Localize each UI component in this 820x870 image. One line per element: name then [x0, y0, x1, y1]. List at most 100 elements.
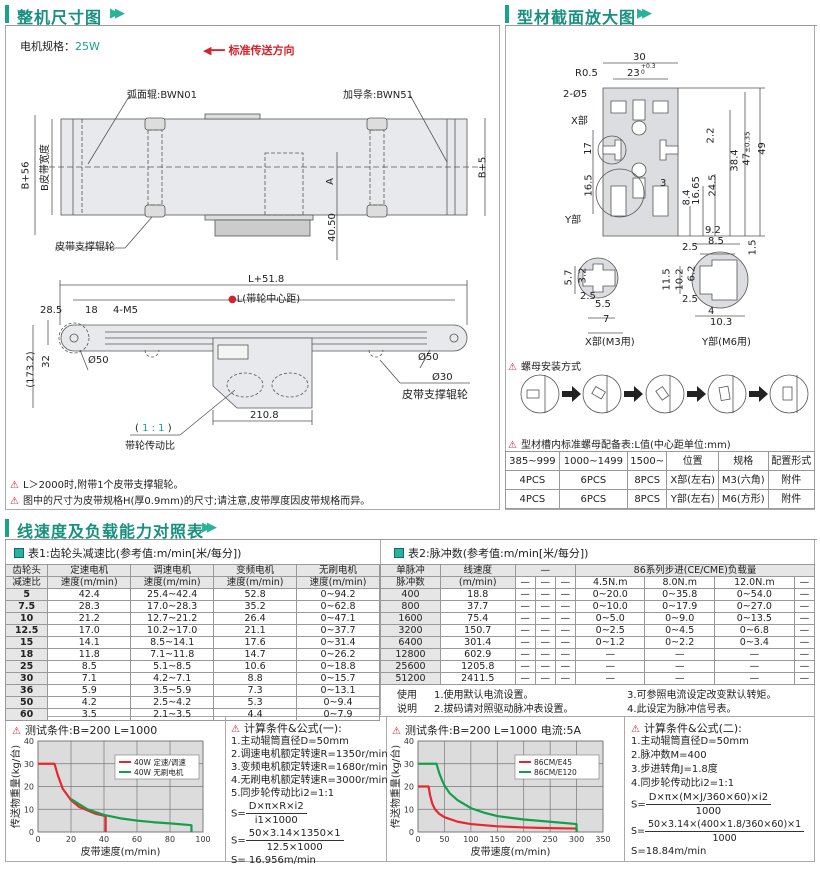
table-cell: — — [793, 588, 816, 601]
table-cell: 50 — [4, 696, 49, 709]
table-cell: 18 — [4, 648, 49, 661]
table-cell: 7.5 — [4, 600, 49, 613]
table-cell: 21.2 — [47, 612, 132, 625]
nut-table: 385~999 1000~1499 1500~ 位置 规格 配置形式 4PCS 6PCS 8PC… — [505, 451, 816, 509]
table-cell: 4.2~7.1 — [130, 672, 215, 685]
double-chevron-right-icon: ▶▶ — [637, 6, 652, 21]
series-line-2 — [418, 762, 578, 832]
table-cell: — — [514, 660, 536, 673]
table-cell: 4.4 — [213, 708, 298, 721]
table-cell: — — [514, 564, 576, 577]
table-cell: — — [574, 672, 646, 685]
table-cell: 0~20.0 — [574, 588, 646, 601]
table2-title-text: 表2:脉冲数(参考值:m/min[米/每分]) — [408, 547, 589, 560]
table-cell: — — [514, 624, 536, 637]
table-cell: 速度(m/min) — [213, 576, 298, 589]
x-tick-label: 40 — [99, 835, 109, 844]
table-icon — [14, 548, 24, 558]
table-cell: 17.0~28.3 — [130, 600, 215, 613]
pulley-ratio-label: 带轮传动比 — [125, 441, 175, 452]
nut-install-title: ⚠ 螺母安装方式 — [508, 358, 581, 373]
table-cell: 60 — [4, 708, 49, 721]
warning-icon: ⚠ — [10, 496, 19, 507]
warning-icon: ⚠ — [12, 726, 21, 737]
table-cell: 0~94.2 — [296, 588, 380, 601]
table-cell: — — [534, 576, 556, 589]
table-cell: — — [534, 672, 556, 685]
y-dim-10-3: 10.3 — [710, 317, 733, 328]
table-cell: 规格 — [718, 451, 769, 471]
table-row: 36 5.9 3.5~5.9 7.3 0~13.1 — [4, 684, 380, 697]
table-cell: 51200 — [380, 672, 441, 685]
legend-box — [514, 754, 600, 780]
table-cell: 位置 — [666, 451, 720, 471]
table-row: 7.5 28.3 17.0~28.3 35.2 0~62.8 — [4, 600, 380, 613]
d47: 47 — [741, 152, 753, 166]
denominator: 12.5×1000 — [266, 842, 323, 853]
table-cell: 无刷电机 — [296, 564, 380, 577]
table-cell: 0~54.0 — [713, 588, 795, 601]
table-cell: — — [554, 612, 576, 625]
table-cell: 0~7.9 — [296, 708, 380, 721]
table-cell: — — [793, 600, 816, 613]
y-dim-6-2: 6.2 — [686, 265, 698, 282]
table-cell: 5.9 — [47, 684, 132, 697]
table-cell: 1500~ — [626, 451, 668, 471]
formula1-title: ⚠ 计算条件&公式(一): — [231, 722, 383, 735]
header-bar — [5, 519, 9, 537]
table-cell: 定速电机 — [47, 564, 132, 577]
table-cell: 0~31.4 — [296, 636, 380, 649]
table-cell: 8PCS — [626, 470, 668, 490]
formula1-title-text: 计算条件&公式(一): — [244, 722, 342, 735]
table1-title: 表1:齿轮头减速比(参考值:m/min[米/每分]) — [14, 545, 241, 561]
y-tick-label: 10 — [404, 805, 414, 814]
table-cell: Y部(左右) — [666, 489, 720, 509]
table-cell: 35.2 — [213, 600, 298, 613]
dim-16-5: 16.5 — [583, 174, 595, 197]
formula2-line: 3.步进转角J=1.8度 — [631, 764, 718, 775]
legend-label: 40W 定速/调速 — [134, 757, 186, 767]
dim-b5: B+5 — [477, 156, 489, 179]
y-tick-label: 30 — [24, 760, 34, 769]
table-row: 10 21.2 12.7~21.2 26.4 0~47.1 — [4, 612, 380, 625]
table-cell: — — [534, 612, 556, 625]
motor-spec-label: 电机规格： — [20, 40, 75, 53]
formula1-line: 3.变频电机额定转速R=1680r/min — [231, 762, 388, 773]
dim-phi50-left: Ø50 — [88, 355, 109, 366]
formula1-line: 5.同步轮传动比i2=1:1 — [231, 788, 335, 799]
divider — [386, 716, 387, 862]
formula1-block: ⚠ 计算条件&公式(一): 1.主动辊筒直径D=50mm 2.调速电机额定转速R=… — [231, 722, 388, 867]
formula1-line: 1.主动辊筒直径D=50mm — [231, 736, 349, 747]
table-cell: 4.5N.m — [574, 576, 646, 589]
dim-28-5: 28.5 — [40, 305, 63, 316]
dim-16-65: 16.65 — [690, 176, 702, 205]
warning-icon: ⚠ — [10, 480, 19, 491]
machine-drawing — [32, 94, 486, 436]
arrow-left-icon: ◀━━ — [203, 44, 225, 57]
table-row: 800 37.7— — —0~10.0 0~17.9 0~27.0— — [380, 600, 816, 613]
table-row: 减速比 速度(m/min) 速度(m/min) 速度(m/min) 速度(m/min) — [4, 576, 380, 589]
l-center-text: L(带轮中心距) — [236, 294, 301, 305]
y-tick-label: 0 — [29, 828, 34, 837]
table-cell: 8.5 — [47, 660, 132, 673]
usage-note-3: 3.可参照电流设定改变默认转矩。 — [627, 690, 777, 701]
table-cell: 15 — [4, 636, 49, 649]
dim-l-center: ●L(带轮中心距) — [228, 294, 301, 305]
dim-phi30: Ø30 — [432, 372, 453, 383]
x-axis-label: 皮带速度(m/min) — [81, 845, 161, 858]
formula1-eq1: S= D×π×R×i2 i1×1000 — [231, 800, 383, 827]
table-cell: — — [793, 612, 816, 625]
table-cell: — — [793, 576, 816, 589]
motor-spec: 电机规格：25W — [20, 38, 100, 54]
table-cell: 36 — [4, 684, 49, 697]
table-cell: 2.1~3.5 — [130, 708, 215, 721]
formula2-line: 4.同步轮传动比i2=1:1 — [631, 778, 735, 789]
s-label: S= — [231, 835, 246, 847]
table-row: 30 7.1 4.2~7.1 8.8 0~15.7 — [4, 672, 380, 685]
table-row: 400 18.8— — —0~20.0 0~35.8 0~54.0— — [380, 588, 816, 601]
table-cell: — — [534, 660, 556, 673]
table-cell: — — [514, 612, 536, 625]
table-cell: 0~17.9 — [644, 600, 715, 613]
table-cell: 齿轮头 — [4, 564, 49, 577]
nut-step-3 — [645, 374, 685, 414]
